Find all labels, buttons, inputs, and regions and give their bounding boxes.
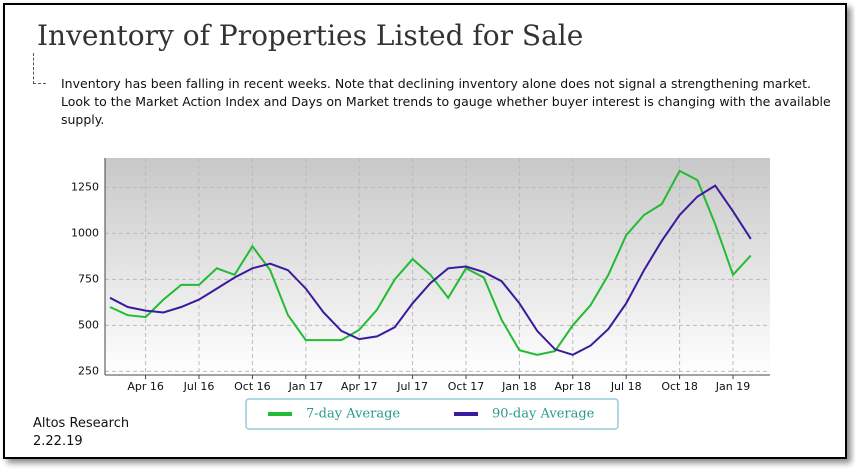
x-tick-label: Apr 17 — [341, 380, 378, 393]
x-tick-label: Oct 16 — [234, 380, 271, 393]
x-tick-label: Jan 17 — [288, 380, 323, 393]
legend-box — [245, 398, 619, 430]
title: Inventory of Properties Listed for Sale — [37, 19, 584, 52]
y-tick-label: 500 — [78, 318, 99, 331]
y-tick-label: 750 — [78, 272, 99, 285]
y-tick-label: 250 — [78, 364, 99, 377]
x-tick-label: Apr 16 — [127, 380, 164, 393]
x-tick-label: Jul 17 — [396, 380, 428, 393]
series-line — [109, 169, 752, 356]
source: Altos Research 2.22.19 — [33, 415, 129, 451]
y-tick-label: 1250 — [71, 180, 99, 193]
x-tick-label: Jul 18 — [610, 380, 642, 393]
series-line — [109, 184, 752, 356]
x-tick-label: Jul 16 — [183, 380, 215, 393]
x-tick-label: Jan 18 — [501, 380, 536, 393]
source-date: 2.22.19 — [33, 434, 83, 449]
legend-label: 90-day Average — [492, 407, 595, 422]
x-tick-label: Oct 18 — [661, 380, 698, 393]
x-tick-label: Apr 18 — [555, 380, 592, 393]
y-tick-label: 1000 — [71, 226, 99, 239]
source-name: Altos Research — [33, 416, 130, 431]
plot-area — [105, 158, 770, 375]
x-tick-label: Jan 19 — [715, 380, 750, 393]
description: Inventory has been falling in recent wee… — [61, 76, 831, 127]
bullet — [33, 53, 46, 84]
x-tick-label: Oct 17 — [448, 380, 485, 393]
legend-label: 7-day Average — [306, 407, 400, 422]
